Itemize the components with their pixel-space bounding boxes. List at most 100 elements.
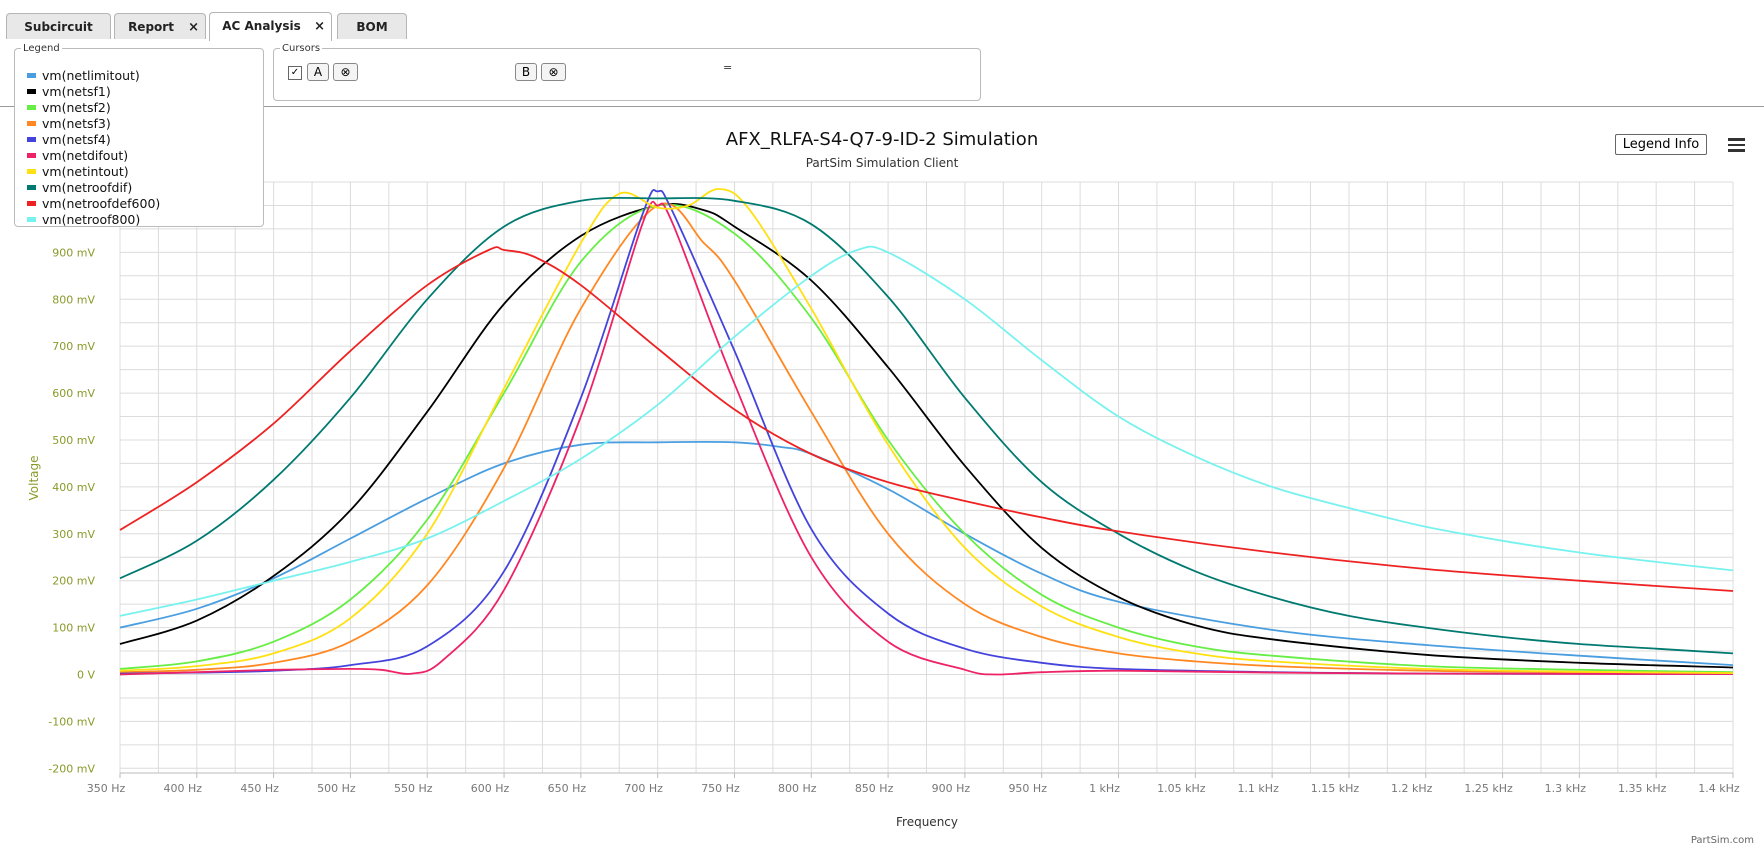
clear-icon: ⊗	[548, 65, 559, 79]
x-tick-label: 850 Hz	[855, 782, 894, 795]
legend-swatch	[27, 168, 36, 174]
x-tick-label: 1.25 kHz	[1464, 782, 1513, 795]
series-line-vm-netroofdif-	[119, 196, 1734, 655]
legend-entry-label: vm(netintout)	[42, 163, 129, 179]
x-tick-label: 1.15 kHz	[1311, 782, 1360, 795]
close-icon[interactable]: ×	[314, 19, 325, 34]
legend-entry[interactable]: vm(netsf3)	[27, 115, 160, 131]
y-tick-label: 900 mV	[52, 246, 95, 259]
legend-entry-label: vm(netroofdif)	[42, 179, 133, 195]
legend-swatch	[27, 120, 36, 126]
legend-swatch	[27, 104, 36, 110]
x-tick-label: 700 Hz	[624, 782, 663, 795]
legend-entry-label: vm(netsf1)	[42, 83, 111, 99]
y-axis-label: Voltage	[27, 455, 41, 500]
tab-label: Subcircuit	[24, 20, 93, 34]
legend-entry-label: vm(netdifout)	[42, 147, 129, 163]
legend-info-button[interactable]: Legend Info	[1615, 134, 1707, 155]
x-tick-label: 1.35 kHz	[1618, 782, 1667, 795]
legend-entry-label: vm(netsf2)	[42, 99, 111, 115]
legend-entry[interactable]: vm(netroofdef600)	[27, 195, 160, 211]
legend-entry-label: vm(netroof800)	[42, 211, 141, 227]
x-tick-label: 650 Hz	[548, 782, 587, 795]
series-line-vm-netsf2-	[119, 203, 1734, 674]
x-tick-label: 450 Hz	[240, 782, 279, 795]
legend-entry-label: vm(netroofdef600)	[42, 195, 161, 211]
legend-swatch	[27, 200, 36, 206]
legend-entry[interactable]: vm(netsf1)	[27, 83, 160, 99]
x-tick-label: 1.1 kHz	[1237, 782, 1279, 795]
legend-swatch	[27, 184, 36, 190]
legend-entry-label: vm(netsf3)	[42, 115, 111, 131]
y-tick-label: -200 mV	[48, 762, 95, 775]
tab-bar: Subcircuit Report × AC Analysis × BOM	[0, 0, 1764, 42]
y-tick-label: 200 mV	[52, 575, 95, 588]
legend-swatch	[27, 72, 36, 78]
legend-entry-label: vm(netlimitout)	[42, 67, 140, 83]
chart-title: AFX_RLFA-S4-Q7-9-ID-2 Simulation	[725, 129, 1039, 150]
y-tick-label: 800 mV	[52, 293, 95, 306]
x-tick-label: 800 Hz	[778, 782, 817, 795]
hamburger-menu-icon[interactable]	[1728, 138, 1745, 152]
credit-text: PartSim.com	[1690, 835, 1754, 846]
x-tick-label: 350 Hz	[87, 782, 126, 795]
y-tick-label: 500 mV	[52, 434, 95, 447]
cursor-b-clear-button[interactable]: ⊗	[541, 63, 566, 81]
legend-entry[interactable]: vm(netdifout)	[27, 147, 160, 163]
cursor-enable-checkbox[interactable]: ✓	[288, 66, 302, 80]
series-line-vm-netsf1-	[119, 203, 1734, 669]
series-line-vm-netsf3-	[119, 202, 1734, 674]
cursor-difference: =	[723, 61, 733, 74]
x-axis-label: Frequency	[896, 815, 958, 829]
y-tick-label: 0 V	[77, 669, 95, 682]
legend-entry[interactable]: vm(netlimitout)	[27, 67, 160, 83]
cursor-a-clear-button[interactable]: ⊗	[333, 63, 358, 81]
legend-swatch	[27, 216, 36, 222]
tab-report[interactable]: Report ×	[114, 13, 206, 39]
cursors-panel: Cursors ✓ A ⊗ B ⊗ =	[273, 43, 981, 101]
legend-entry[interactable]: vm(netroof800)	[27, 211, 160, 227]
legend-swatch	[27, 88, 36, 94]
x-tick-label: 1 kHz	[1089, 782, 1120, 795]
x-tick-label: 750 Hz	[701, 782, 740, 795]
tab-ac-analysis[interactable]: AC Analysis ×	[209, 12, 332, 41]
y-tick-label: -100 mV	[48, 715, 95, 728]
series-line-vm-netdifout-	[119, 200, 1734, 676]
legend-entry-label: vm(netsf4)	[42, 131, 111, 147]
legend-panel: Legend vm(netlimitout) vm(netsf1) vm(netsf…	[14, 43, 264, 227]
legend-entry[interactable]: vm(netroofdif)	[27, 179, 160, 195]
y-tick-label: 700 mV	[52, 340, 95, 353]
series-line-vm-netroofdef600-	[119, 246, 1734, 592]
x-tick-label: 900 Hz	[932, 782, 971, 795]
cursor-b-button[interactable]: B	[515, 63, 537, 81]
chart-series	[119, 188, 1734, 676]
legend-entry[interactable]: vm(netsf4)	[27, 131, 160, 147]
legend-entry[interactable]: vm(netsf2)	[27, 99, 160, 115]
legend-swatch	[27, 136, 36, 142]
y-tick-label: 400 mV	[52, 481, 95, 494]
x-tick-label: 400 Hz	[164, 782, 203, 795]
x-tick-label: 550 Hz	[394, 782, 433, 795]
x-tick-label: 1.4 kHz	[1698, 782, 1740, 795]
cursors-panel-label: Cursors	[282, 43, 321, 54]
y-tick-label: 100 mV	[52, 622, 95, 635]
legend-panel-label: Legend	[23, 43, 60, 54]
legend-entry[interactable]: vm(netintout)	[27, 163, 160, 179]
x-axis-ticks: 350 Hz 400 Hz 450 Hz 500 Hz 550 Hz 600 Hz 650 …	[87, 773, 1740, 795]
tab-bom[interactable]: BOM	[337, 13, 407, 39]
series-line-vm-netroof800-	[119, 245, 1734, 617]
tab-subcircuit[interactable]: Subcircuit	[6, 13, 111, 39]
cursor-a-button[interactable]: A	[307, 63, 329, 81]
tab-label: BOM	[356, 20, 388, 34]
x-tick-label: 500 Hz	[317, 782, 356, 795]
chart-subtitle: PartSim Simulation Client	[805, 156, 959, 170]
legend-swatch	[27, 152, 36, 158]
close-icon[interactable]: ×	[188, 20, 199, 35]
x-tick-label: 600 Hz	[471, 782, 510, 795]
tab-label: Report	[128, 20, 174, 34]
clear-icon: ⊗	[340, 65, 351, 79]
legend-items: vm(netlimitout) vm(netsf1) vm(netsf2) vm(ne…	[27, 67, 160, 227]
y-axis-ticks: -200 mV -100 mV 0 V 100 mV 200 mV 300 mV 400 m…	[48, 246, 95, 775]
x-tick-label: 1.2 kHz	[1391, 782, 1433, 795]
